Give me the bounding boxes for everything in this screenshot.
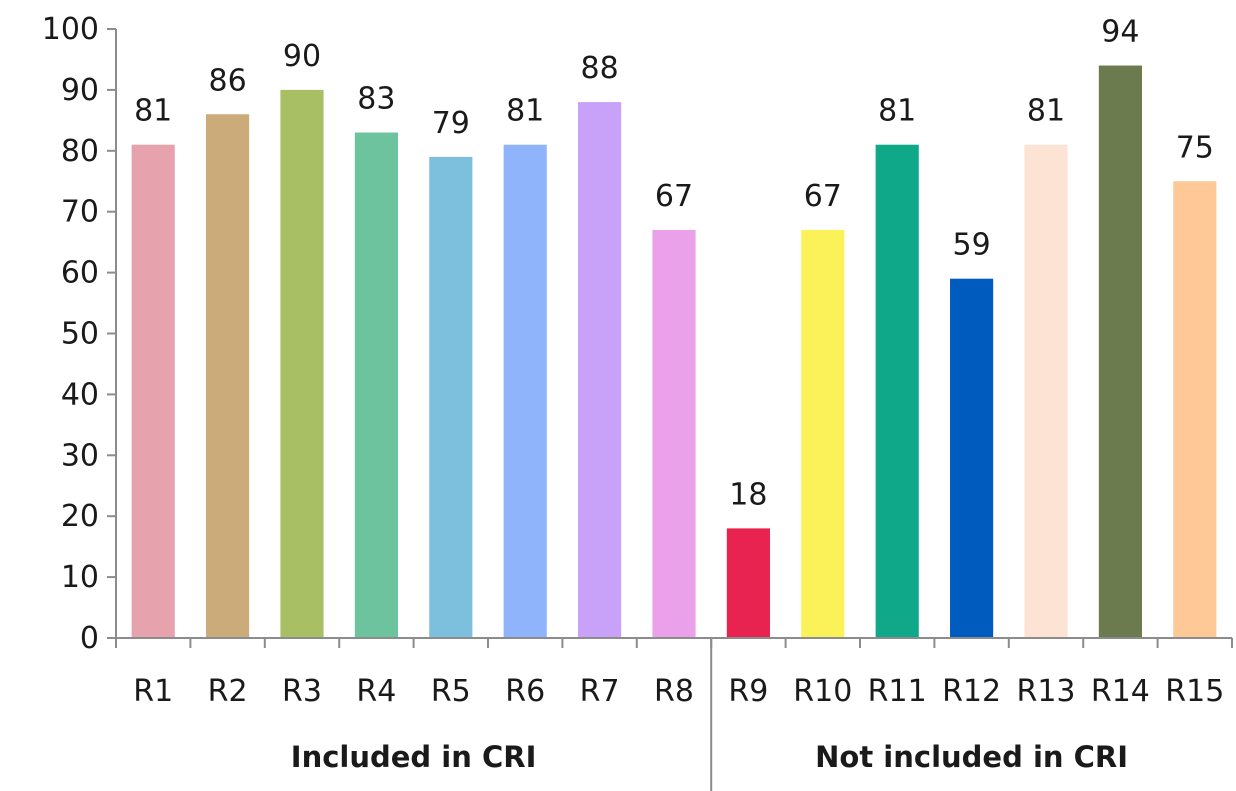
x-tick-label-r2: R2 [208, 674, 248, 709]
x-tick-label-r12: R12 [942, 674, 1001, 709]
data-label-r12: 59 [953, 228, 991, 263]
data-label-r10: 67 [804, 179, 842, 214]
data-label-r2: 86 [209, 63, 247, 98]
data-label-r5: 79 [432, 106, 470, 141]
data-label-r15: 75 [1176, 130, 1214, 165]
x-tick-label-r13: R13 [1016, 674, 1075, 709]
data-label-r7: 88 [581, 51, 619, 86]
x-tick-label-r3: R3 [282, 674, 322, 709]
x-tick-label-r15: R15 [1165, 674, 1224, 709]
bar-r8 [652, 229, 696, 638]
x-tick-label-r7: R7 [580, 674, 620, 709]
y-tick-label: 50 [61, 317, 99, 352]
data-label-r1: 81 [134, 94, 172, 129]
bar-r10 [801, 229, 845, 638]
y-tick-label: 30 [61, 438, 99, 473]
data-label-r14: 94 [1101, 15, 1139, 50]
data-labels: 81 86 90 83 79 81 88 67 18 67 81 59 81 94 75 [134, 15, 1214, 513]
bar-r14 [1098, 65, 1142, 639]
y-tick-label: 20 [61, 499, 99, 534]
x-tick-label-r4: R4 [356, 674, 396, 709]
y-tick-label: 10 [61, 560, 99, 595]
bar-r9 [726, 528, 770, 638]
group-label: Included in CRI [291, 740, 537, 774]
y-tick-label: 0 [80, 621, 99, 656]
group-label: Not included in CRI [815, 740, 1128, 774]
data-label-r6: 81 [506, 94, 544, 129]
bar-r3 [280, 89, 324, 638]
x-tick-label-r6: R6 [505, 674, 545, 709]
y-tick-label: 70 [61, 195, 99, 230]
data-label-r13: 81 [1027, 94, 1065, 129]
bars [131, 65, 1217, 639]
data-label-r3: 90 [283, 39, 321, 74]
bar-r11 [875, 144, 919, 638]
bar-r15 [1173, 181, 1217, 638]
x-axis: R1 R2 R3 R4 R5 R6 R7 R8 R9 R10 R11 R12 R13 R14 R15 [115, 637, 1233, 709]
bar-r4 [354, 132, 398, 638]
bar-r7 [578, 102, 622, 638]
bar-r2 [206, 114, 250, 638]
data-label-r8: 67 [655, 179, 693, 214]
y-tick-label: 80 [61, 134, 99, 169]
y-tick-label: 60 [61, 256, 99, 291]
y-axis: 0 10 20 30 40 50 60 70 80 90 100 [42, 12, 117, 656]
x-tick-label-r1: R1 [133, 674, 173, 709]
y-tick-label: 90 [61, 73, 99, 108]
bar-r6 [503, 144, 547, 638]
bar-r13 [1024, 144, 1068, 638]
x-tick-label-r14: R14 [1091, 674, 1150, 709]
x-tick-label-r9: R9 [728, 674, 768, 709]
x-tick-label-r8: R8 [654, 674, 694, 709]
x-tick-label-r5: R5 [431, 674, 471, 709]
category-groups: Included in CRI Not included in CRI [291, 638, 1128, 791]
data-label-r9: 18 [729, 477, 767, 512]
x-tick-label-r11: R11 [868, 674, 927, 709]
bar-r5 [429, 156, 473, 638]
bar-r1 [131, 144, 175, 638]
x-tick-label-r10: R10 [793, 674, 852, 709]
bar-r12 [950, 278, 994, 638]
y-tick-label: 40 [61, 377, 99, 412]
data-label-r4: 83 [357, 82, 395, 117]
y-tick-label: 100 [42, 12, 99, 47]
data-label-r11: 81 [878, 94, 916, 129]
